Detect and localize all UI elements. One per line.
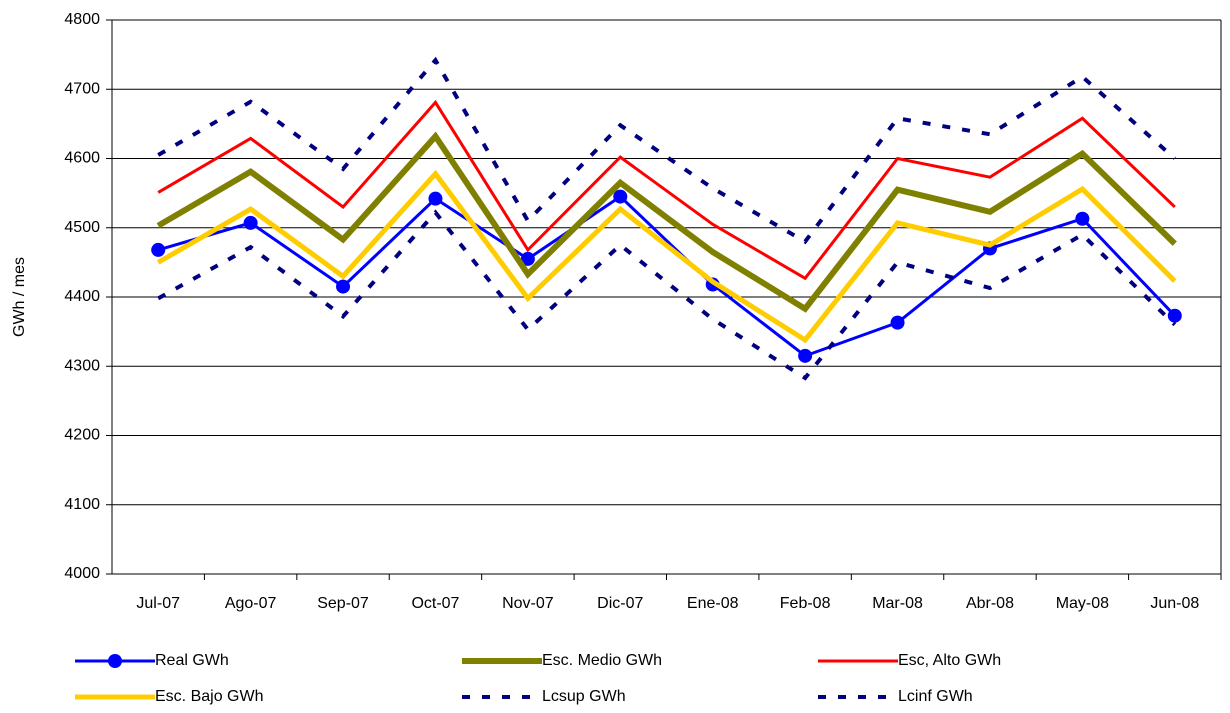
data-point (1167, 308, 1182, 323)
y-tick-label: 4400 (64, 288, 100, 305)
series-line (157, 56, 1177, 245)
y-tick-label: 4800 (64, 11, 100, 28)
data-point (520, 251, 535, 266)
data-point (336, 279, 351, 294)
y-axis-label: GWh / mes (11, 257, 28, 337)
x-tick-label: Oct-07 (411, 595, 459, 612)
y-tick-label: 4000 (64, 565, 100, 582)
data-point (890, 315, 905, 330)
legend-label: Esc, Alto GWh (898, 652, 1001, 669)
y-tick-label: 4500 (64, 219, 100, 236)
x-tick-label: Nov-07 (502, 595, 554, 612)
y-tick-label: 4600 (64, 150, 100, 167)
x-tick-label: Jun-08 (1150, 595, 1199, 612)
data-point (613, 189, 628, 204)
x-tick-label: Abr-08 (966, 595, 1014, 612)
series-line (156, 169, 1177, 344)
legend-label: Esc. Medio GWh (542, 652, 662, 669)
y-tick-label: 4700 (64, 80, 100, 97)
data-point (243, 215, 258, 230)
x-tick-label: May-08 (1056, 595, 1109, 612)
y-tick-label: 4100 (64, 496, 100, 513)
data-point (428, 191, 443, 206)
y-tick-label: 4300 (64, 357, 100, 374)
y-tick-label: 4200 (64, 427, 100, 444)
x-tick-label: Sep-07 (317, 595, 369, 612)
legend-marker (108, 654, 122, 668)
data-point (151, 242, 166, 257)
series-line (157, 209, 1177, 381)
x-tick-label: Feb-08 (780, 595, 831, 612)
x-tick-label: Ene-08 (687, 595, 739, 612)
x-tick-label: Mar-08 (872, 595, 923, 612)
legend-label: Real GWh (155, 652, 229, 669)
series-line (157, 194, 1176, 358)
x-tick-label: Dic-07 (597, 595, 643, 612)
x-tick-label: Jul-07 (136, 595, 180, 612)
data-point (1075, 211, 1090, 226)
x-tick-label: Ago-07 (225, 595, 277, 612)
series-line (156, 131, 1177, 313)
series-line (157, 99, 1176, 281)
data-point (798, 348, 813, 363)
legend-label: Lcinf GWh (898, 688, 973, 705)
legend-label: Esc. Bajo GWh (155, 688, 263, 705)
legend-label: Lcsup GWh (542, 688, 626, 705)
